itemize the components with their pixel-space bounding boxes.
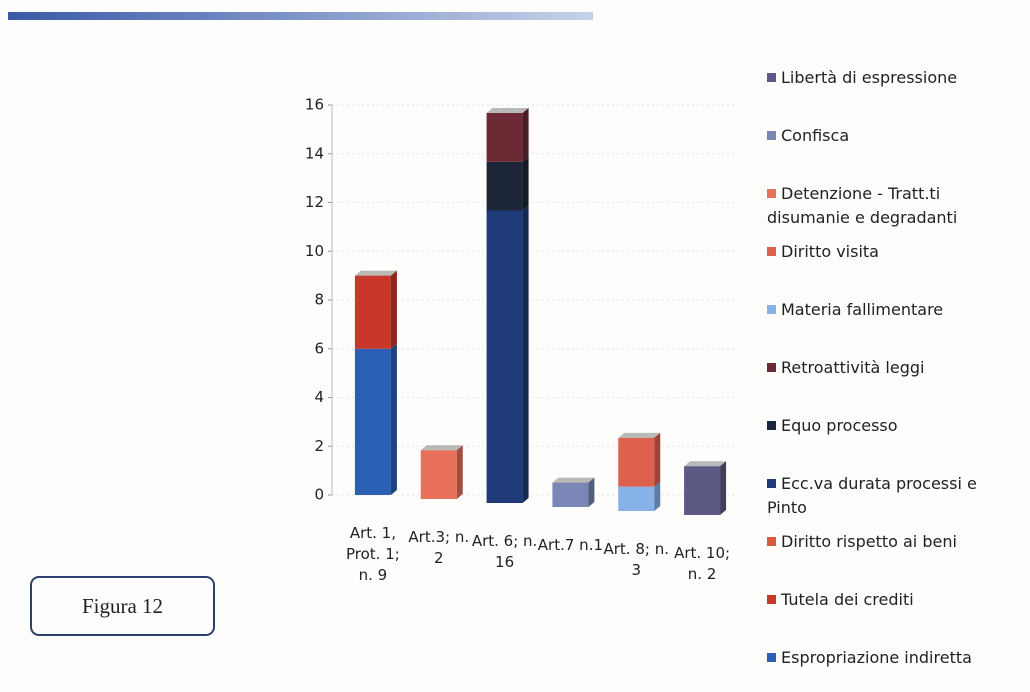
- bar-segment: [486, 113, 523, 162]
- legend-item: Retroattività leggi: [767, 356, 1017, 380]
- header-bar: [8, 12, 593, 20]
- legend-item: Confisca: [767, 124, 1017, 148]
- legend-item: Diritto visita: [767, 240, 1017, 264]
- y-tick-label: 8: [314, 291, 324, 309]
- legend-label: Diritto rispetto ai beni: [781, 532, 957, 551]
- y-tick-label: 4: [314, 388, 324, 406]
- legend-swatch: [767, 537, 776, 546]
- legend-label: Retroattività leggi: [781, 358, 925, 377]
- legend-item: Diritto rispetto ai beni: [767, 530, 1017, 554]
- y-tick-label: 14: [305, 144, 324, 162]
- legend-label: Ecc.va durata processi e Pinto: [767, 474, 977, 517]
- bar-top: [618, 432, 661, 438]
- x-tick-label: Art. 8; n. 3: [603, 540, 670, 579]
- bar-segment: [420, 450, 457, 499]
- bar-side: [720, 461, 727, 515]
- legend-swatch: [767, 479, 776, 488]
- legend-item: Detenzione - Tratt.ti disumanie e degrad…: [767, 182, 1017, 230]
- bar-segment: [684, 466, 721, 515]
- bar-segment: [618, 486, 655, 511]
- bar-side: [522, 108, 529, 162]
- y-tick-label: 0: [314, 486, 324, 504]
- x-tick-label: Art. 10; n. 2: [674, 544, 731, 583]
- legend-swatch: [767, 595, 776, 604]
- legend-swatch: [767, 73, 776, 82]
- bar-side: [456, 445, 463, 499]
- x-tick-label: Art. 1, Prot. 1; n. 9: [346, 524, 400, 584]
- legend-label: Diritto visita: [781, 242, 879, 261]
- bar-segment: [354, 275, 391, 349]
- y-tick-label: 6: [314, 339, 324, 357]
- legend-swatch: [767, 363, 776, 372]
- legend-swatch: [767, 421, 776, 430]
- figure-caption: Figura 12: [30, 576, 215, 636]
- bar-segment: [618, 437, 655, 487]
- legend-swatch: [767, 247, 776, 256]
- y-tick-label: 10: [305, 242, 324, 260]
- legend-label: Detenzione - Tratt.ti disumanie e degrad…: [767, 184, 958, 227]
- bar-top: [684, 461, 727, 467]
- bar-top: [354, 270, 397, 276]
- x-tick-label: Art. 6; n. 16: [471, 532, 538, 571]
- legend-swatch: [767, 653, 776, 662]
- bar-segment: [354, 348, 391, 495]
- bar-side: [390, 343, 397, 495]
- legend-swatch: [767, 305, 776, 314]
- x-tick-label: Art.3; n. 2: [408, 528, 470, 567]
- legend-label: Tutela dei crediti: [781, 590, 914, 609]
- legend-label: Materia fallimentare: [781, 300, 944, 319]
- y-tick-label: 2: [314, 437, 324, 455]
- legend-swatch: [767, 189, 776, 198]
- bar-side: [654, 432, 661, 487]
- legend-label: Equo processo: [781, 416, 898, 435]
- legend-item: Materia fallimentare: [767, 298, 1017, 322]
- legend-item: Libertà di espressione: [767, 66, 1017, 90]
- y-tick-label: 16: [305, 96, 324, 114]
- bar-top: [552, 477, 595, 483]
- legend-label: Libertà di espressione: [781, 68, 958, 87]
- bar-segment: [552, 482, 589, 507]
- legend-label: Confisca: [781, 126, 850, 145]
- bar-side: [522, 156, 529, 211]
- bar-side: [654, 481, 661, 511]
- x-tick-label: Art.7 n.1: [537, 536, 604, 554]
- bar-side: [588, 477, 595, 507]
- bar-side: [390, 270, 397, 349]
- y-tick-label: 12: [305, 193, 324, 211]
- legend-item: Equo processo: [767, 414, 1017, 438]
- legend-item: Espropriazione indiretta: [767, 646, 1017, 670]
- bar-top: [420, 445, 463, 451]
- bar-segment: [486, 210, 523, 503]
- legend-item: Ecc.va durata processi e Pinto: [767, 472, 1017, 520]
- legend-item: Tutela dei crediti: [767, 588, 1017, 612]
- bar-segment: [486, 161, 523, 211]
- legend-label: Espropriazione indiretta: [781, 648, 972, 667]
- legend-swatch: [767, 131, 776, 140]
- bar-side: [522, 205, 529, 503]
- bar-top: [486, 108, 529, 113]
